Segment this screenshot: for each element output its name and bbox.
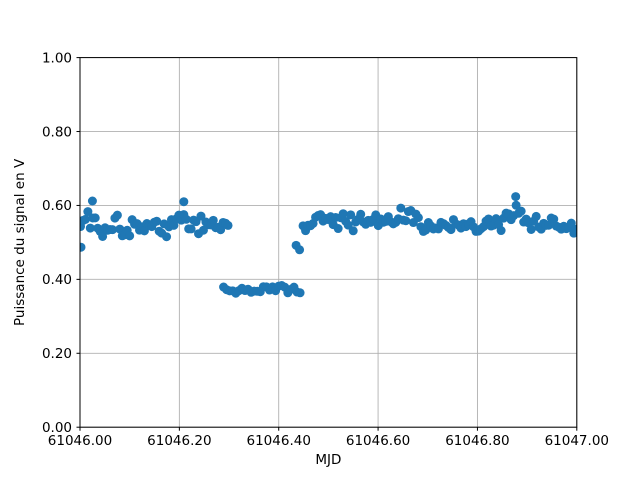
data-point: [511, 200, 521, 210]
data-point: [85, 223, 95, 233]
data-point: [511, 192, 521, 202]
x-tick-label: 61046.20: [147, 433, 211, 449]
y-tick-label: 1.00: [42, 50, 72, 66]
data-point: [516, 206, 526, 216]
axes-layer: [79, 57, 578, 428]
x-tick-label: 61046.80: [445, 433, 509, 449]
data-point: [107, 225, 117, 235]
data-point: [87, 196, 97, 206]
data-point: [544, 220, 554, 230]
ticks-layer: [76, 57, 578, 431]
x-tick-label: 61046.40: [247, 433, 311, 449]
data-point: [496, 226, 506, 236]
y-axis-label: Puissance du signal en V: [12, 158, 28, 326]
data-point: [196, 211, 206, 221]
data-point: [216, 225, 226, 235]
data-point: [112, 210, 122, 220]
data-point: [162, 232, 172, 242]
data-point: [90, 213, 100, 223]
x-axis-label: MJD: [315, 452, 341, 468]
data-point: [80, 214, 90, 224]
data-point: [346, 210, 356, 220]
data-point: [396, 203, 406, 213]
data-point: [338, 209, 348, 219]
data-point: [401, 216, 411, 226]
data-point: [549, 214, 559, 224]
y-tick-label: 0.60: [42, 198, 72, 214]
data-point: [571, 224, 577, 234]
x-tick-label: 61046.00: [48, 433, 112, 449]
data-point: [179, 197, 189, 207]
data-point: [413, 213, 423, 223]
data-point: [186, 224, 196, 234]
data-point: [526, 224, 536, 234]
data-point: [356, 209, 366, 219]
x-tick-label: 61047.00: [545, 433, 609, 449]
x-tick-label: 61046.60: [346, 433, 410, 449]
data-point: [125, 231, 135, 241]
y-tick-label: 0.00: [42, 420, 72, 436]
tick-labels-layer: 61046.00 61046.20 61046.40 61046.60 61046.80…: [42, 50, 609, 449]
data-point: [223, 220, 233, 230]
data-point: [484, 214, 494, 224]
data-point: [152, 216, 162, 226]
data-point: [208, 215, 218, 225]
grid-layer: [79, 57, 578, 428]
data-point: [348, 226, 358, 236]
data-point: [333, 224, 343, 234]
data-point: [98, 231, 108, 241]
y-tick-label: 0.20: [42, 346, 72, 362]
data-point: [83, 207, 93, 217]
data-points-layer: [80, 192, 577, 298]
data-point: [295, 288, 305, 298]
data-point: [181, 214, 191, 224]
y-tick-label: 0.40: [42, 272, 72, 288]
plot-spines: [79, 57, 578, 428]
data-point: [566, 218, 576, 228]
data-point: [531, 211, 541, 221]
y-tick-label: 0.80: [42, 124, 72, 140]
data-point: [295, 245, 305, 255]
data-point: [80, 242, 86, 252]
